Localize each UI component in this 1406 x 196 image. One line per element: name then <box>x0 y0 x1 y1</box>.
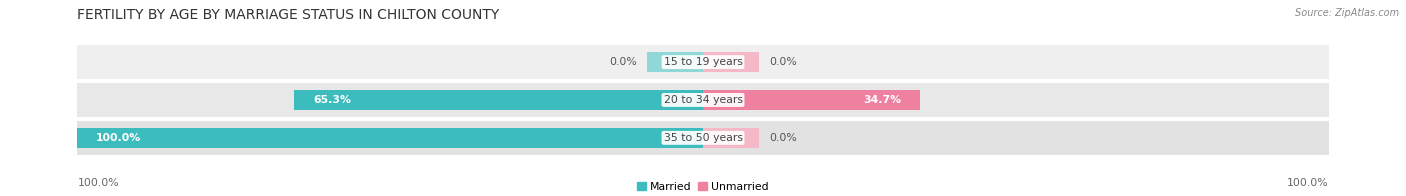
Bar <box>77 121 1329 154</box>
Text: 100.0%: 100.0% <box>1286 178 1329 188</box>
Text: 100.0%: 100.0% <box>96 133 142 143</box>
Text: 0.0%: 0.0% <box>769 133 797 143</box>
Bar <box>703 90 920 110</box>
Bar <box>647 52 703 72</box>
Bar <box>77 45 1329 79</box>
Text: 15 to 19 years: 15 to 19 years <box>664 57 742 67</box>
Text: 0.0%: 0.0% <box>609 57 637 67</box>
Text: 0.0%: 0.0% <box>769 57 797 67</box>
Text: 20 to 34 years: 20 to 34 years <box>664 95 742 105</box>
Bar <box>77 128 703 148</box>
Text: FERTILITY BY AGE BY MARRIAGE STATUS IN CHILTON COUNTY: FERTILITY BY AGE BY MARRIAGE STATUS IN C… <box>77 8 499 22</box>
Bar <box>77 83 1329 117</box>
Bar <box>294 90 703 110</box>
Text: 100.0%: 100.0% <box>77 178 120 188</box>
Text: Source: ZipAtlas.com: Source: ZipAtlas.com <box>1295 8 1399 18</box>
Text: 34.7%: 34.7% <box>863 95 901 105</box>
Legend: Married, Unmarried: Married, Unmarried <box>633 178 773 196</box>
Text: 35 to 50 years: 35 to 50 years <box>664 133 742 143</box>
Bar <box>703 128 759 148</box>
Text: 65.3%: 65.3% <box>314 95 352 105</box>
Bar <box>703 52 759 72</box>
